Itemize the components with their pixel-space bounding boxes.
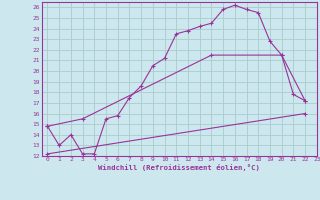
X-axis label: Windchill (Refroidissement éolien,°C): Windchill (Refroidissement éolien,°C) [98,164,260,171]
